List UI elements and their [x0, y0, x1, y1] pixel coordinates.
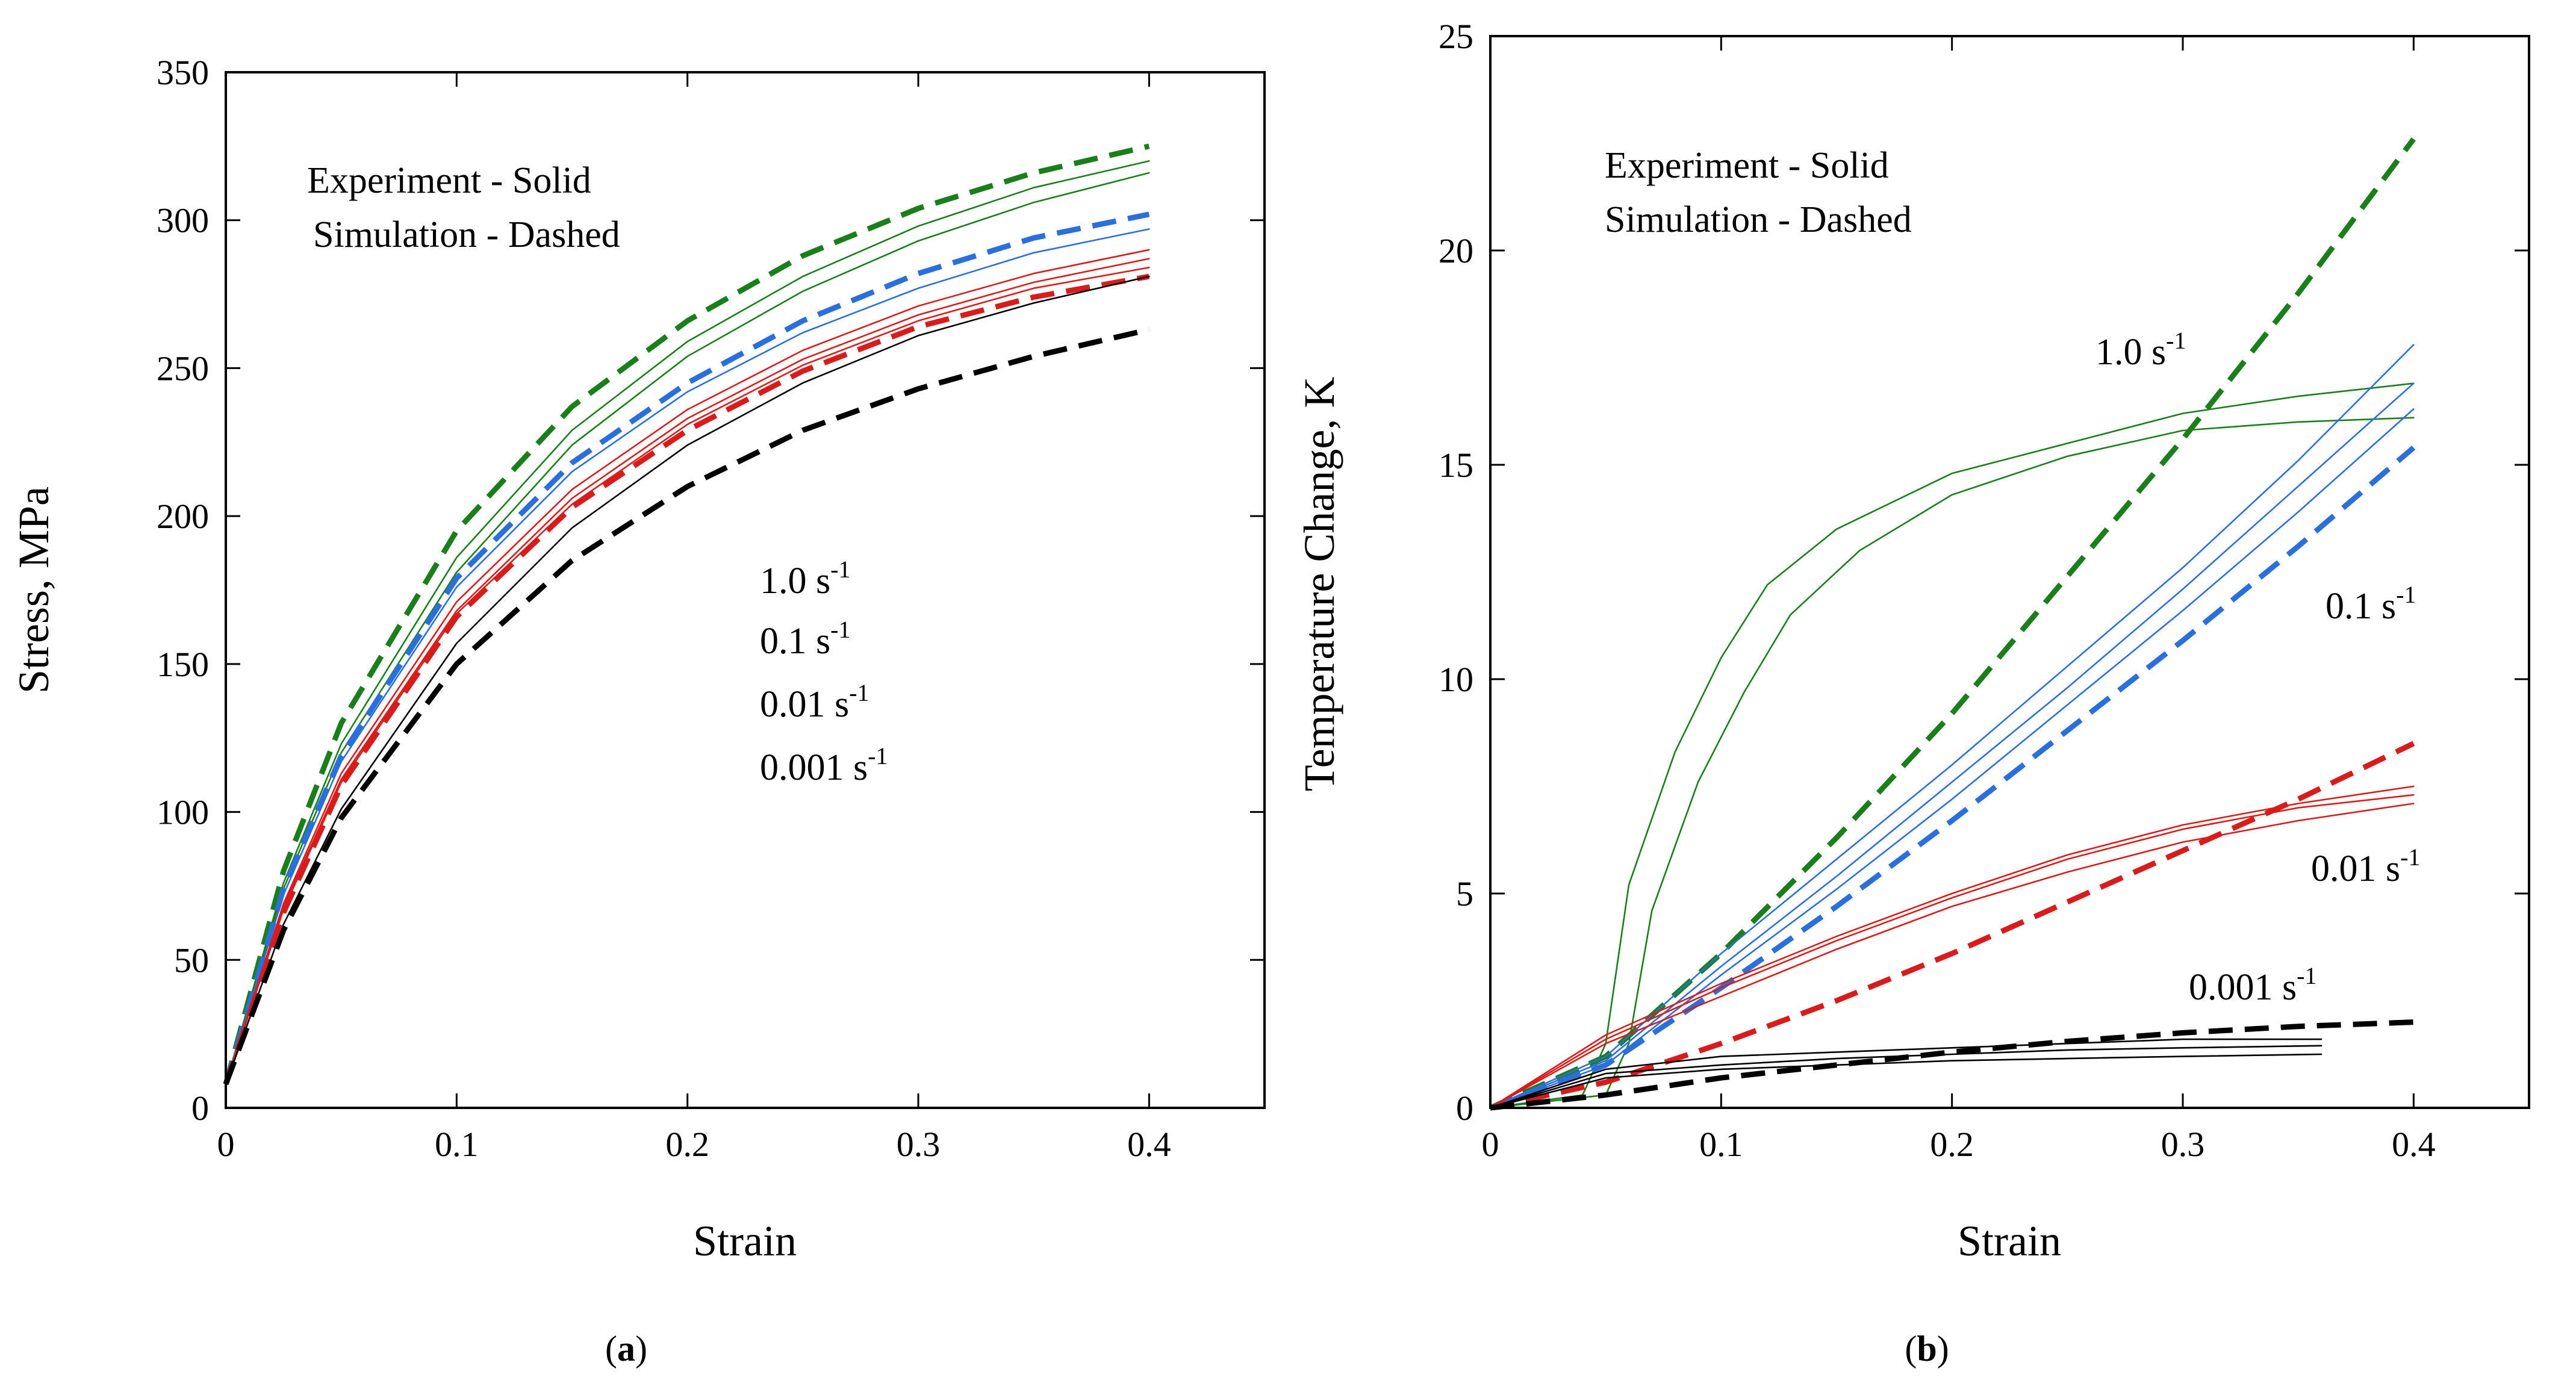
panel-b-rate-label-4: 0.001 s-1: [2189, 962, 2316, 1008]
panel-b-series-11-black-dashed: [1490, 1019, 2414, 1111]
panel-b-series-13-black-solid: [1489, 1045, 2322, 1109]
panel-a-rate-label-3: 0.01 s-1: [760, 679, 869, 725]
panel-a-series-7-red-solid: [225, 249, 1150, 1085]
panel-b-caption: (b): [1905, 1329, 1949, 1369]
panel-a-simulation-note: Simulation - Dashed: [313, 214, 620, 255]
panel-a-series-9-black-dashed: [223, 327, 1150, 1086]
panel-a-series-1-green-solid: [225, 172, 1150, 1085]
panel-a-y-tick-label-2: 100: [157, 793, 209, 832]
panel-b-y-tick-label-0: 0: [1456, 1089, 1473, 1128]
panel-a-x-axis-title: Strain: [693, 1217, 797, 1265]
panel-b-series-7-red-dashed: [1490, 741, 2415, 1111]
panel-b-y-tick-label-2: 10: [1439, 660, 1473, 699]
panel-a-series-5-red-dashed: [223, 273, 1150, 1086]
panel-b-simulation-note: Simulation - Dashed: [1605, 199, 1912, 240]
panel-a-x-tick-label-1: 0.1: [435, 1125, 479, 1164]
panel-b-rate-label-2-sup: -1: [2396, 581, 2416, 608]
panel-a-plot-frame: [225, 71, 1266, 1109]
panel-a-rate-label-1: 1.0 s-1: [760, 556, 850, 601]
panel-a-y-tick-label-6: 300: [157, 201, 209, 240]
panel-b-series-14-black-solid: [1489, 1053, 2322, 1109]
panel-b-rate-label-3-sup: -1: [2400, 844, 2420, 871]
panel-b-series-6-blue-solid: [1489, 408, 2415, 1109]
panel-b-rate-label-3-base: 0.01 s: [2311, 848, 2400, 889]
panel-a-series-0-green-dashed: [223, 143, 1150, 1085]
panel-b-y-tick-label-1: 5: [1456, 874, 1473, 913]
panel-a-series-2-green-solid: [225, 160, 1150, 1085]
panel-b-series-0-green-dashed: [1489, 137, 2416, 1111]
panel-a-series-6-red-solid: [225, 258, 1150, 1085]
panel-b-rate-label-1: 1.0 s-1: [2095, 327, 2186, 373]
panel-b-series-5-blue-solid: [1489, 382, 2415, 1109]
panel-a-caption: (a): [605, 1329, 647, 1369]
panel-b-series-8-red-solid: [1489, 785, 2415, 1109]
panel-a-x-tick-label-4: 0.4: [1127, 1125, 1171, 1164]
panel-b-x-tick-label-4: 0.4: [2392, 1125, 2436, 1164]
panel-b-caption-letter: b: [1917, 1329, 1937, 1369]
panel-a-rate-label-1-sup: -1: [830, 556, 850, 583]
panel-a-x-tick-label-3: 0.3: [897, 1125, 941, 1164]
panel-b-x-tick-label-2: 0.2: [1930, 1125, 1974, 1164]
panel-a-ticks: 0 0.1 0.2 0.3 0.4 0 50 100 150 200 250 300 350: [157, 53, 1265, 1164]
panel-b-ticks: 0 0.1 0.2 0.3 0.4 0 5 10 15 20 25: [1439, 17, 2529, 1164]
panel-a-series-3-blue-dashed: [223, 211, 1150, 1085]
panel-b-temperature-strain: 0 0.1 0.2 0.3 0.4 0 5 10 15 20 25 Experiment - Sol…: [1295, 17, 2530, 1369]
panel-a-rate-label-1-base: 1.0 s: [760, 561, 830, 601]
panel-a-y-tick-label-0: 0: [191, 1089, 209, 1128]
panel-b-series-10-red-solid: [1489, 803, 2415, 1109]
panel-b-y-tick-label-4: 20: [1439, 231, 1473, 270]
panel-a-rate-label-4-base: 0.001 s: [760, 747, 868, 788]
panel-b-y-tick-label-3: 15: [1439, 446, 1473, 485]
panel-a-rate-label-2-base: 0.1 s: [760, 621, 830, 662]
panel-b-series-2-green-solid: [1489, 417, 2415, 1109]
panel-b-x-tick-label-3: 0.3: [2161, 1125, 2205, 1164]
panel-b-x-tick-label-0: 0: [1482, 1125, 1499, 1164]
panel-b-rate-label-4-base: 0.001 s: [2189, 967, 2297, 1008]
panel-a-y-tick-label-4: 200: [157, 497, 209, 536]
panel-a-y-tick-label-1: 50: [174, 940, 209, 980]
panel-b-rate-label-1-sup: -1: [2166, 327, 2186, 354]
panel-a-y-tick-label-3: 150: [157, 645, 209, 684]
panel-b-y-tick-label-5: 25: [1439, 17, 1473, 56]
panel-a-stress-strain: 0 0.1 0.2 0.3 0.4 0 50 100 150 200 250 300 350 Exper…: [10, 53, 1266, 1369]
panel-b-rate-label-2-base: 0.1 s: [2326, 586, 2396, 627]
panel-a-series-10-black-solid: [225, 275, 1150, 1085]
panel-a-y-tick-label-5: 250: [157, 349, 209, 388]
panel-a-rate-label-3-sup: -1: [849, 679, 869, 706]
panel-b-y-axis-title: Temperature Change, K: [1295, 377, 1343, 792]
panel-a-caption-letter: a: [617, 1329, 635, 1369]
panel-a-series-4-blue-solid: [225, 228, 1150, 1085]
panel-a-rate-label-3-base: 0.01 s: [760, 684, 849, 725]
panel-b-series-12-black-solid: [1489, 1038, 2322, 1109]
panel-a-series-8-red-solid: [225, 266, 1150, 1085]
panel-a-series: [223, 143, 1150, 1086]
panel-a-experiment-note: Experiment - Solid: [307, 160, 591, 201]
panel-b-x-axis-title: Strain: [1958, 1217, 2061, 1265]
panel-b-rate-label-2: 0.1 s-1: [2326, 581, 2416, 627]
panel-b-rate-label-3: 0.01 s-1: [2311, 844, 2420, 889]
panel-b-series-3-blue-dashed: [1489, 446, 2416, 1111]
panel-b-x-tick-label-1: 0.1: [1699, 1125, 1743, 1164]
panel-b-experiment-note: Experiment - Solid: [1605, 145, 1889, 186]
panel-a-rate-label-2: 0.1 s-1: [760, 616, 850, 662]
panel-a-y-axis-title: Stress, MPa: [10, 486, 58, 694]
panel-a-x-tick-label-2: 0.2: [665, 1125, 709, 1164]
panel-b-rate-label-4-sup: -1: [2297, 962, 2316, 989]
panel-b-series-9-red-solid: [1489, 794, 2415, 1109]
panel-a-rate-label-4-sup: -1: [868, 742, 888, 769]
panel-a-x-tick-label-0: 0: [217, 1125, 235, 1164]
panel-b-series: [1489, 137, 2416, 1111]
panel-a-rate-label-2-sup: -1: [830, 616, 850, 643]
panel-a-rate-label-4: 0.001 s-1: [760, 742, 888, 788]
panel-b-rate-label-1-base: 1.0 s: [2095, 332, 2166, 373]
panel-b-plot-frame: [1489, 35, 2530, 1109]
panel-a-y-tick-label-7: 350: [157, 53, 209, 92]
